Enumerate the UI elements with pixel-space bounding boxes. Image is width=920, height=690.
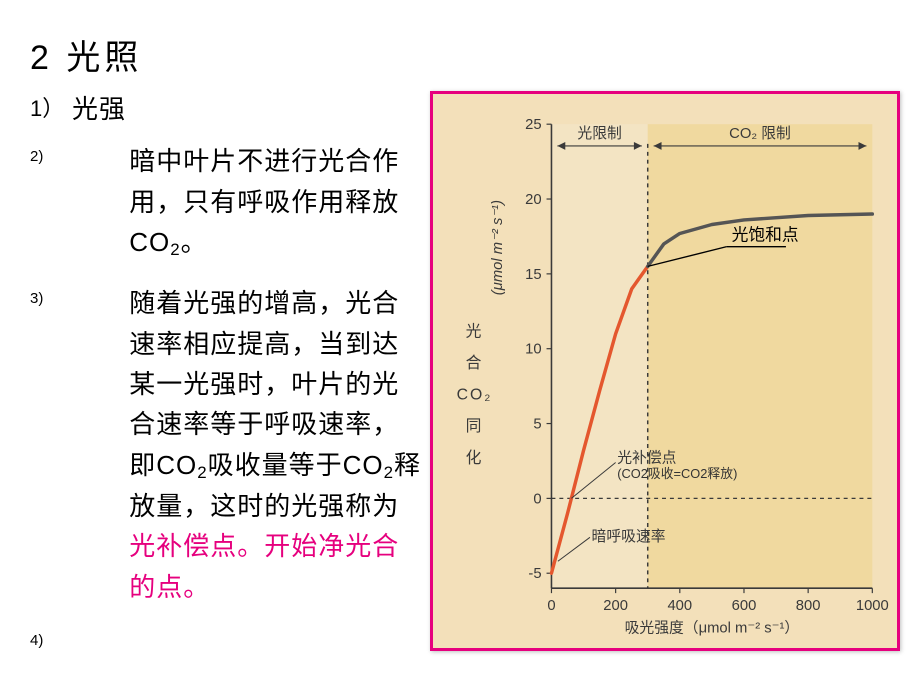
svg-text:CO₂ 限制: CO₂ 限制 (729, 125, 791, 142)
item-3: 3) 随着光强的增高，光合速率相应提高，当到达某一光强时，叶片的光合速率等于呼吸… (30, 283, 422, 607)
svg-text:光饱和点: 光饱和点 (732, 226, 799, 245)
svg-text:同: 同 (466, 418, 484, 435)
item-2-sub: 2 (170, 240, 180, 259)
item-4: 4) (30, 625, 422, 649)
item-3-b: 吸收量等于CO (208, 450, 384, 480)
svg-text:0: 0 (533, 491, 541, 507)
svg-text:(μmol m⁻² s⁻¹): (μmol m⁻² s⁻¹) (490, 200, 506, 295)
svg-text:15: 15 (525, 267, 541, 283)
item-1: 1） 光强 (30, 89, 422, 129)
svg-text:吸光强度（μmol m⁻² s⁻¹）: 吸光强度（μmol m⁻² s⁻¹） (625, 620, 800, 637)
svg-text:光限制: 光限制 (577, 125, 621, 142)
chart-frame: -5 0 5 10 15 20 25 0 200 400 600 800 1000 (μmol m⁻² s… (430, 91, 900, 651)
svg-text:400: 400 (667, 598, 692, 614)
item-2-text: 暗中叶片不进行光合作用，只有呼吸作用释放CO2。 (72, 141, 422, 263)
chart-svg: -5 0 5 10 15 20 25 0 200 400 600 800 1000 (μmol m⁻² s… (433, 94, 897, 648)
svg-text:1000: 1000 (856, 598, 889, 614)
item-3-marker: 3) (30, 283, 72, 307)
item-3-emph: 光补偿点。开始净光合的点。 (129, 531, 399, 601)
item-4-marker: 4) (30, 625, 72, 649)
svg-text:0: 0 (547, 598, 555, 614)
svg-text:暗呼吸速率: 暗呼吸速率 (592, 528, 666, 545)
svg-text:(CO2吸收=CO2释放): (CO2吸收=CO2释放) (617, 466, 737, 481)
svg-text:800: 800 (796, 598, 821, 614)
svg-text:CO₂: CO₂ (457, 387, 493, 404)
svg-text:-5: -5 (528, 566, 541, 582)
section-title: 2 光照 (30, 30, 910, 79)
item-2: 2) 暗中叶片不进行光合作用，只有呼吸作用释放CO2。 (30, 141, 422, 263)
svg-text:5: 5 (533, 416, 541, 432)
text-column: 1） 光强 2) 暗中叶片不进行光合作用，只有呼吸作用释放CO2。 3) 随着光… (30, 89, 430, 661)
item-1-text: 光强 (72, 89, 126, 129)
item-2-marker: 2) (30, 141, 72, 165)
item-3-text: 随着光强的增高，光合速率相应提高，当到达某一光强时，叶片的光合速率等于呼吸速率，… (72, 283, 422, 607)
svg-text:合: 合 (466, 354, 484, 372)
svg-text:25: 25 (525, 117, 541, 133)
item-3-sub-b: 2 (384, 463, 394, 482)
svg-text:10: 10 (525, 342, 541, 358)
item-2-tail: 。 (181, 227, 208, 257)
svg-text:化: 化 (466, 449, 484, 467)
item-1-marker: 1） (30, 89, 72, 123)
svg-text:光补偿点: 光补偿点 (617, 449, 676, 466)
svg-text:光: 光 (466, 322, 484, 340)
item-3-sub-a: 2 (197, 463, 207, 482)
svg-text:200: 200 (603, 598, 628, 614)
svg-text:20: 20 (525, 192, 541, 208)
svg-text:600: 600 (732, 598, 757, 614)
